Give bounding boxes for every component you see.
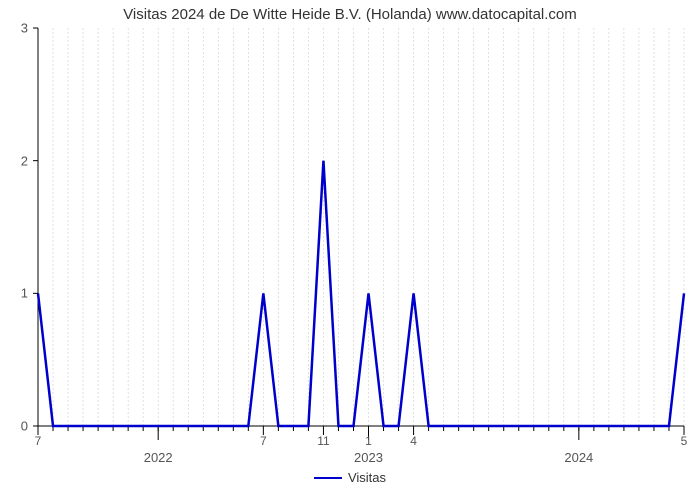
plot-svg bbox=[38, 28, 684, 446]
x-tick-label: 11 bbox=[317, 434, 329, 448]
x-tick-label: 5 bbox=[681, 434, 688, 448]
x-tick-label: 7 bbox=[260, 434, 267, 448]
x-tick-label: 4 bbox=[410, 434, 417, 448]
y-tick-label: 2 bbox=[0, 153, 28, 168]
legend: Visitas bbox=[0, 470, 700, 485]
chart-title: Visitas 2024 de De Witte Heide B.V. (Hol… bbox=[0, 6, 700, 23]
x-year-label: 2022 bbox=[144, 450, 173, 465]
y-tick-label: 0 bbox=[0, 419, 28, 434]
x-year-label: 2024 bbox=[564, 450, 593, 465]
legend-label: Visitas bbox=[348, 470, 386, 485]
series-line bbox=[38, 161, 684, 426]
x-year-label: 2023 bbox=[354, 450, 383, 465]
y-tick-label: 3 bbox=[0, 21, 28, 36]
chart-container: Visitas 2024 de De Witte Heide B.V. (Hol… bbox=[0, 0, 700, 500]
legend-swatch bbox=[314, 477, 342, 479]
x-tick-label: 7 bbox=[35, 434, 42, 448]
x-tick-label: 1 bbox=[365, 434, 372, 448]
y-tick-label: 1 bbox=[0, 286, 28, 301]
